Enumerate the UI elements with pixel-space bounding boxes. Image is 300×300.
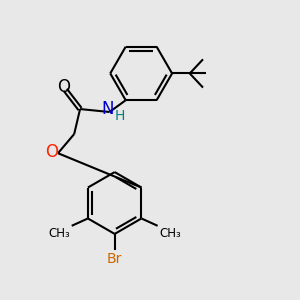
Text: CH₃: CH₃ [159, 227, 181, 240]
Text: O: O [57, 78, 70, 96]
Text: CH₃: CH₃ [49, 227, 70, 240]
Text: N: N [102, 100, 114, 118]
Text: H: H [115, 109, 125, 122]
Text: O: O [45, 143, 58, 161]
Text: Br: Br [107, 253, 122, 266]
